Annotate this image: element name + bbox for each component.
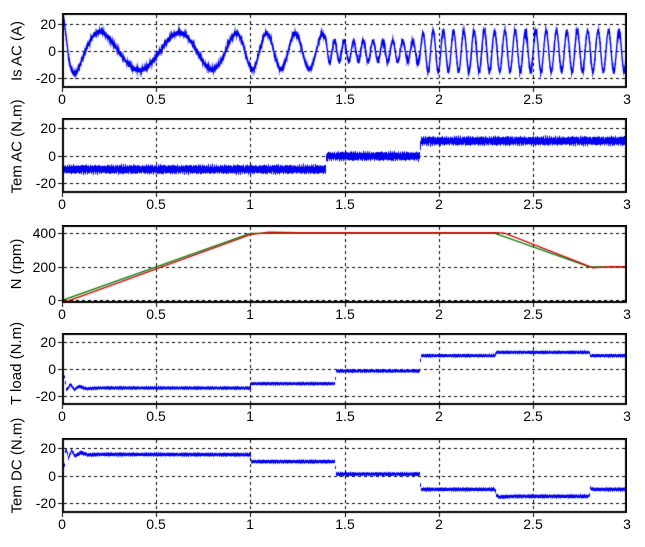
y-tick-label: 20 <box>40 440 56 456</box>
plot-canvas-t-load <box>56 333 627 411</box>
x-tick-label: 0 <box>58 516 66 532</box>
x-tick-label: 2 <box>435 196 443 212</box>
x-tick-label: 2 <box>435 306 443 322</box>
y-tick-label: 0 <box>48 292 56 308</box>
x-tick-label: 0 <box>58 306 66 322</box>
y-tick-label: 0 <box>48 468 56 484</box>
x-tick-label: 1 <box>246 516 254 532</box>
x-tick-label: 1.5 <box>335 516 355 532</box>
x-tick-label: 0 <box>58 408 66 424</box>
y-tick-label: -20 <box>35 388 56 404</box>
x-tick-label: 1 <box>246 408 254 424</box>
x-tick-label: 1.5 <box>335 306 355 322</box>
x-tick-label: 0.5 <box>146 516 166 532</box>
y-tick-label: 0 <box>48 148 56 164</box>
x-tick-label: 1 <box>246 196 254 212</box>
x-tick-label: 3 <box>623 91 631 107</box>
x-tick-label: 0 <box>58 91 66 107</box>
x-tick-label: 1.5 <box>335 408 355 424</box>
x-tick-label: 3 <box>623 516 631 532</box>
x-tick-label: 1 <box>246 306 254 322</box>
y-tick-label: -20 <box>35 70 56 86</box>
x-tick-label: 2 <box>435 408 443 424</box>
x-tick-label: 2 <box>435 516 443 532</box>
y-tick-label: -20 <box>35 495 56 511</box>
x-tick-label: 2.5 <box>523 196 543 212</box>
x-tick-label: 0.5 <box>146 306 166 322</box>
x-tick-label: 0.5 <box>146 91 166 107</box>
x-tick-label: 0 <box>58 196 66 212</box>
y-tick-label: -20 <box>35 175 56 191</box>
x-tick-label: 2 <box>435 91 443 107</box>
x-tick-label: 2.5 <box>523 408 543 424</box>
x-tick-label: 2.5 <box>523 91 543 107</box>
x-tick-label: 1.5 <box>335 91 355 107</box>
y-tick-label: 400 <box>32 225 56 241</box>
y-tick-label: 20 <box>40 334 56 350</box>
plot-canvas-n-rpm <box>56 225 627 309</box>
y-tick-label: 0 <box>48 361 56 377</box>
x-tick-label: 0.5 <box>146 408 166 424</box>
plot-canvas-tem-dc <box>56 438 627 519</box>
x-tick-label: 0.5 <box>146 196 166 212</box>
y-tick-label: 200 <box>32 259 56 275</box>
x-tick-label: 1 <box>246 91 254 107</box>
x-tick-label: 3 <box>623 306 631 322</box>
y-tick-label: 20 <box>40 120 56 136</box>
y-tick-label: 0 <box>48 43 56 59</box>
x-tick-label: 1.5 <box>335 196 355 212</box>
x-tick-label: 3 <box>623 196 631 212</box>
x-tick-label: 2.5 <box>523 306 543 322</box>
x-tick-label: 3 <box>623 408 631 424</box>
plot-canvas-tem-ac <box>56 118 627 199</box>
plot-canvas-is-ac <box>56 13 627 94</box>
y-tick-label: 20 <box>40 16 56 32</box>
x-tick-label: 2.5 <box>523 516 543 532</box>
